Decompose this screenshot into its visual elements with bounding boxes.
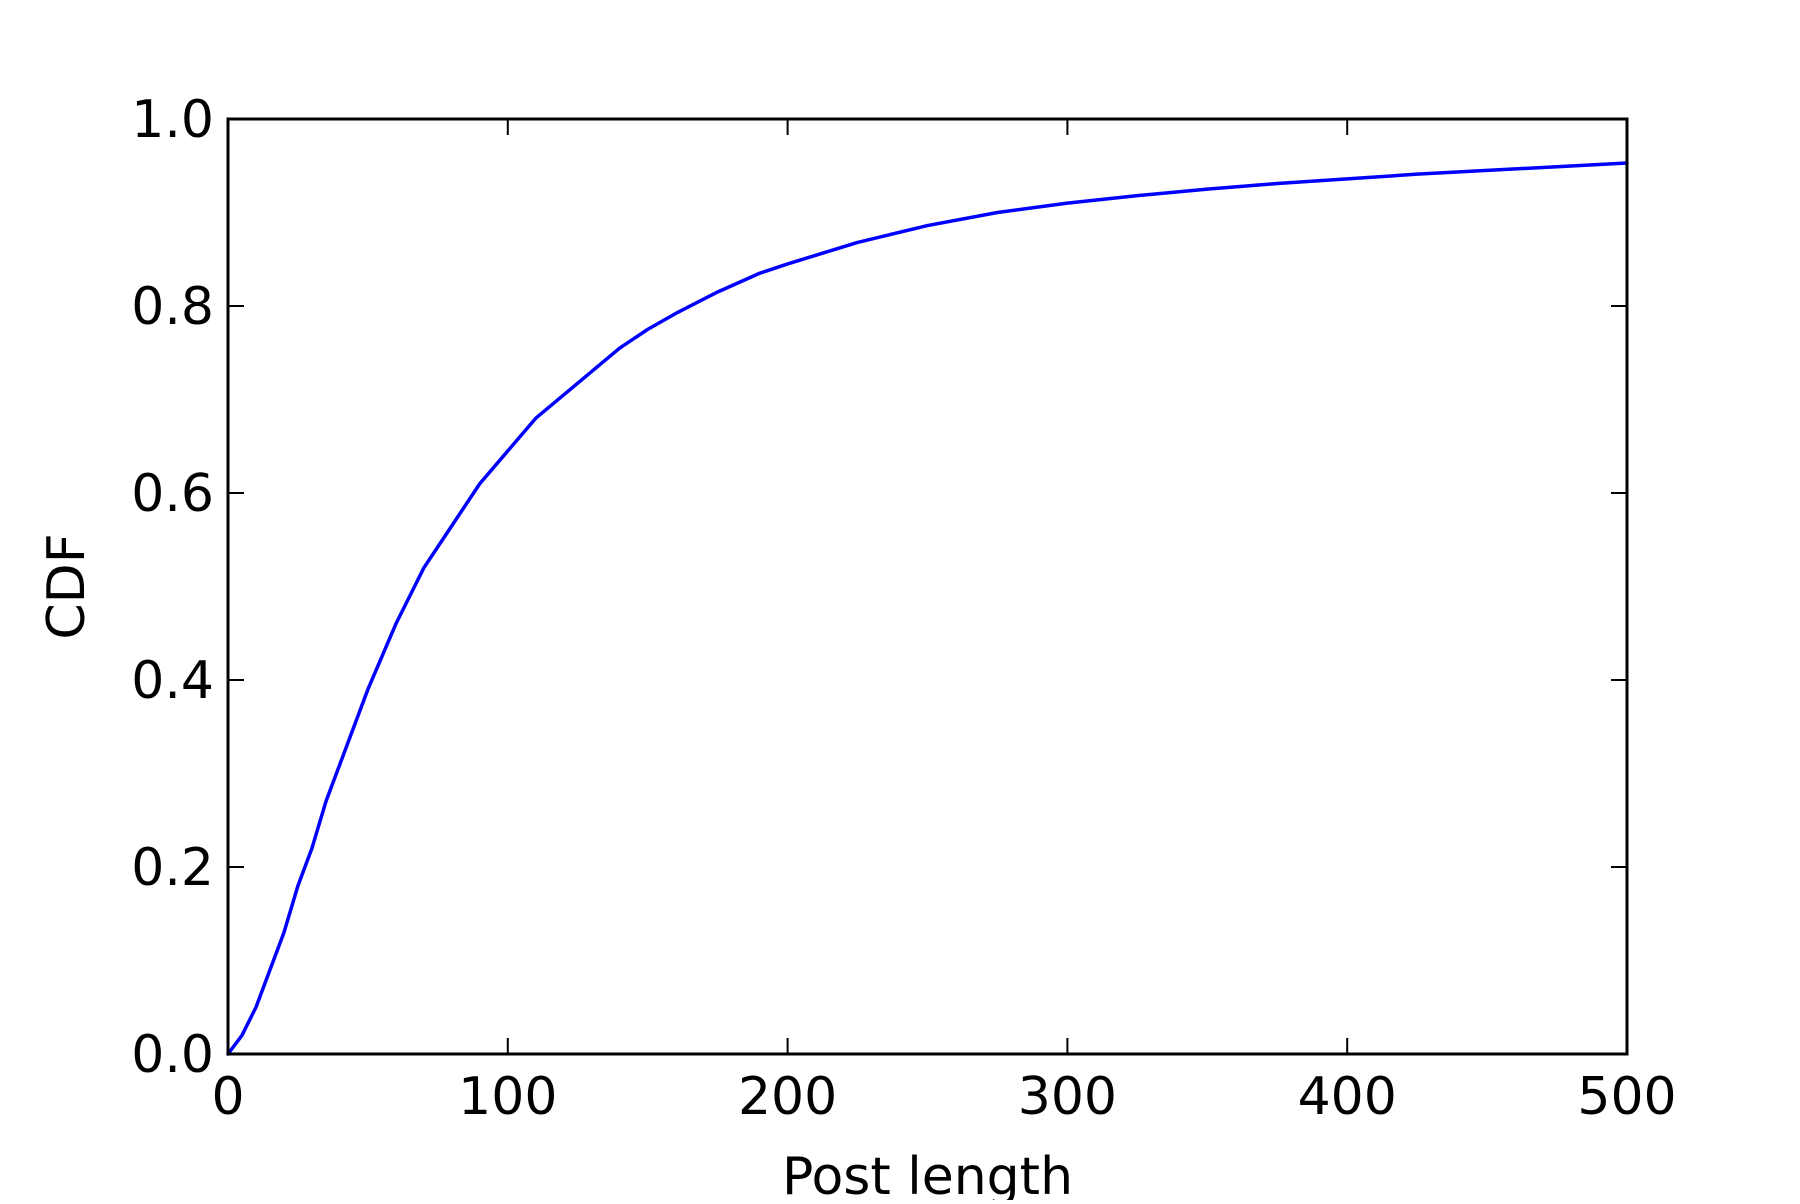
x-tick-label: 500	[1577, 1067, 1676, 1127]
x-tick-label: 300	[1018, 1067, 1117, 1127]
x-tick-label: 0	[211, 1067, 244, 1127]
y-tick-label: 0.8	[131, 277, 214, 337]
y-axis-label: CDF	[37, 533, 97, 639]
x-axis-label: Post length	[782, 1147, 1073, 1200]
series-layer	[226, 161, 1629, 1056]
x-tick-label: 400	[1298, 1067, 1397, 1127]
y-tick-label: 0.4	[131, 651, 214, 711]
y-tick-label: 1.0	[131, 90, 214, 150]
labels-layer: Post length CDF	[37, 533, 1073, 1204]
y-tick-label: 0.6	[131, 464, 214, 524]
y-tick-label: 0.0	[131, 1025, 214, 1085]
ticks-layer: 0 100 200 300 400 500 0.0 0.2 0.4 0.6 0.8 1.0	[131, 90, 1676, 1127]
x-tick-label: 100	[458, 1067, 557, 1127]
y-tick-label: 0.2	[131, 838, 214, 898]
plot-frame	[226, 117, 1629, 1056]
x-tick-label: 200	[738, 1067, 837, 1127]
cdf-series-line	[226, 161, 1629, 1056]
